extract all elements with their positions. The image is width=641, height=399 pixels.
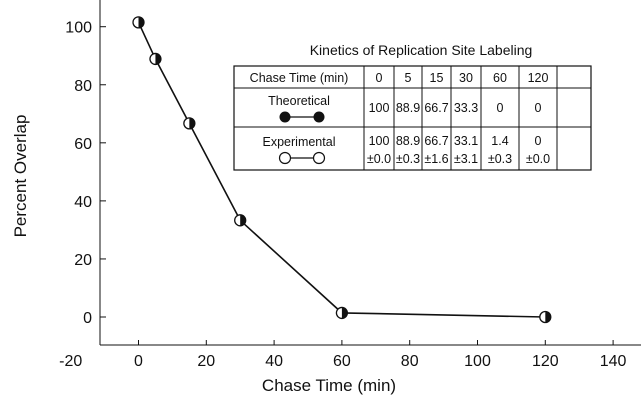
kinetics-table: Kinetics of Replication Site Labeling Ch… (233, 42, 592, 171)
table-cell-error: ±0.0 (526, 152, 550, 166)
data-point (539, 310, 552, 324)
legend-marker-open (312, 151, 326, 165)
table-cell-value: 0 (535, 134, 542, 148)
table-header-cell: 120 (528, 71, 549, 85)
x-tick-label: 100 (464, 353, 491, 370)
data-point-filled-half (341, 307, 348, 319)
table-cell: 0 (497, 101, 504, 115)
table-cell-error: ±3.1 (454, 152, 478, 166)
legend-experimental (278, 151, 326, 165)
table-header-cell: 30 (459, 71, 473, 85)
table-cell: 0 (535, 101, 542, 115)
y-tick-label: 100 (65, 20, 92, 37)
axes-group (99, 0, 641, 346)
data-point (183, 117, 196, 130)
x-tick-label: 20 (197, 353, 215, 370)
table-cell-error: ±0.3 (488, 152, 512, 166)
x-tick-label: 0 (134, 353, 143, 370)
x-axis-title: Chase Time (min) (262, 376, 396, 395)
data-point (335, 306, 349, 320)
legend-theoretical (279, 111, 325, 123)
table-cell-error: ±0.3 (396, 152, 420, 166)
table-cell-value: 33.1 (454, 134, 478, 148)
series-group (132, 16, 552, 324)
data-point (132, 16, 145, 29)
table-cell: 33.3 (454, 101, 478, 115)
data-point-filled-half (138, 16, 144, 28)
table-cell-error: ±1.6 (424, 152, 448, 166)
table-cell-error: ±0.0 (367, 152, 391, 166)
x-tick-label: 40 (265, 353, 283, 370)
x-tick-label: 80 (401, 353, 419, 370)
data-point (149, 52, 162, 66)
row-label-experimental: Experimental (263, 135, 336, 149)
row-label-theoretical: Theoretical (268, 94, 330, 108)
data-point-filled-half (545, 311, 551, 323)
table-cell: 88.9 (396, 101, 420, 115)
x-tick-label: -20 (59, 353, 82, 370)
y-axis-title: Percent Overlap (11, 115, 30, 238)
data-point-filled-half (189, 117, 195, 129)
table-header-label: Chase Time (min) (250, 71, 349, 85)
y-tick-label: 40 (74, 194, 92, 211)
y-ticks-group: 0 20 40 60 80 100 (65, 20, 106, 327)
table-cell-value: 100 (369, 134, 390, 148)
y-tick-label: 80 (74, 78, 92, 95)
table-cell-value: 1.4 (491, 134, 508, 148)
table-cell: 100 (369, 101, 390, 115)
table-title: Kinetics of Replication Site Labeling (310, 42, 533, 58)
data-point-filled-half (155, 53, 161, 65)
x-ticks-group: -20 0 20 40 60 80 100 120 140 (59, 340, 627, 370)
y-tick-label: 20 (74, 252, 92, 269)
y-tick-label: 0 (83, 310, 92, 327)
legend-marker-filled (279, 111, 291, 123)
table-cell: 66.7 (424, 101, 448, 115)
series-line (137, 21, 546, 318)
table-header-cell: 5 (405, 71, 412, 85)
x-tick-label: 140 (600, 353, 627, 370)
table-border (233, 65, 592, 171)
data-point-filled-half (240, 214, 246, 226)
x-tick-label: 120 (532, 353, 559, 370)
table-header-cell: 15 (430, 71, 444, 85)
table-cell-value: 88.9 (396, 134, 420, 148)
table-header-cell: 60 (493, 71, 507, 85)
legend-marker-filled (313, 111, 325, 123)
table-header-cell: 0 (376, 71, 383, 85)
table-cell-value: 66.7 (424, 134, 448, 148)
y-tick-label: 60 (74, 136, 92, 153)
x-tick-label: 60 (333, 353, 351, 370)
data-point (234, 214, 247, 227)
legend-marker-open (278, 151, 292, 165)
